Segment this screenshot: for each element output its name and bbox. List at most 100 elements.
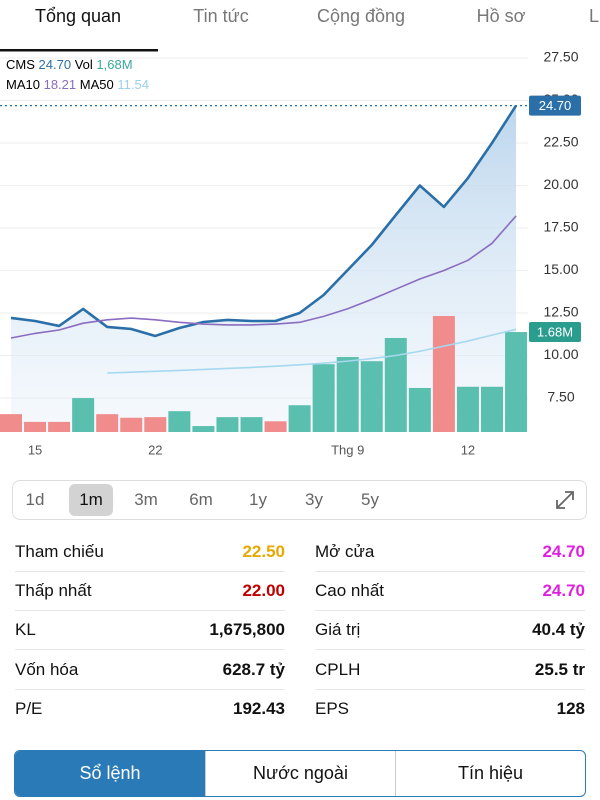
y-tick-label: 7.50 [547, 389, 574, 405]
range-button[interactable]: 6m [189, 490, 213, 509]
chart: 7.5010.0012.5015.0017.5020.0022.5025.002… [0, 49, 581, 457]
volume-bar [192, 426, 215, 432]
series-line [107, 328, 517, 374]
stat-row: P/E 192.43 [15, 689, 285, 728]
stat-row: Tham chiếu 22.50 [15, 532, 285, 572]
stat-label: CPLH [315, 659, 361, 679]
bottom-tabs: Sổ lệnh Nước ngoài Tín hiệu [14, 750, 586, 797]
stat-value: 192.43 [233, 698, 285, 718]
volume-bar [360, 361, 383, 432]
legend-name: MA50 [80, 77, 114, 92]
volume-tag-label: 1.68M [537, 324, 573, 339]
volume-bar [96, 414, 119, 432]
price-tag-label: 24.70 [539, 98, 572, 113]
stat-row: Cao nhất 24.70 [315, 571, 585, 612]
stat-label: Vốn hóa [15, 659, 79, 679]
stat-value: 22.00 [242, 581, 285, 601]
stat-label: Thấp nhất [15, 581, 92, 601]
expand-icon[interactable] [554, 489, 576, 511]
stat-row: Mở cửa 24.70 [315, 532, 585, 572]
range-button[interactable]: 3y [305, 490, 323, 509]
range-button[interactable]: 1d [25, 490, 45, 509]
stat-value: 22.50 [242, 542, 285, 561]
x-tick-label: 12 [461, 442, 475, 457]
stat-value: 24.70 [542, 581, 585, 601]
price-tag [529, 95, 581, 116]
bottom-tab[interactable]: Tín hiệu [395, 751, 585, 796]
x-tick-label: 22 [148, 442, 162, 457]
volume-tag [529, 322, 581, 343]
volume-bar [216, 417, 239, 432]
legend-row: MA10 18.21 MA50 11.54 [6, 77, 149, 92]
legend-value: 11.54 [117, 77, 149, 92]
range-button[interactable]: 1y [249, 490, 267, 509]
stat-value: 40.4 tỷ [532, 620, 585, 640]
tab[interactable]: Cộng đồng [316, 6, 406, 26]
range-button[interactable]: 1m [69, 484, 113, 516]
tab[interactable]: Tin tức [193, 6, 249, 26]
y-tick-label: 15.00 [543, 261, 578, 277]
volume-bar [408, 387, 431, 432]
active-tab-underline [0, 49, 158, 52]
stat-row: Vốn hóa 628.7 tỷ [15, 650, 285, 690]
bottom-tab[interactable]: Nước ngoài [205, 751, 395, 796]
volume-bar [72, 398, 95, 432]
stat-value: 25.5 tr [534, 659, 585, 679]
y-tick-label: 20.00 [543, 176, 578, 192]
volume-bar [481, 386, 503, 432]
y-tick-label: 12.50 [543, 304, 578, 320]
stat-label: Cao nhất [315, 581, 384, 601]
y-tick-label: 17.50 [543, 219, 578, 235]
range-button[interactable]: 3m [134, 490, 158, 509]
legend-name: MA10 [6, 77, 40, 92]
volume-bar [48, 421, 71, 432]
series-line [10, 104, 518, 338]
stat-row: CPLH 25.5 tr [315, 650, 585, 690]
legend-value: 1,68M [96, 57, 132, 72]
volume-bar [0, 414, 22, 432]
stat-row: EPS 128 [315, 689, 585, 728]
stat-label: P/E [15, 698, 43, 718]
tab[interactable]: L [588, 6, 600, 26]
volume-bar [384, 337, 407, 432]
stat-label: Mở cửa [315, 542, 375, 561]
series-line [10, 215, 517, 339]
stat-row: KL 1,675,800 [15, 610, 285, 651]
volume-bar [264, 421, 287, 432]
stat-label: KL [15, 620, 36, 640]
x-tick-label: Thg 9 [331, 442, 364, 457]
stat-value: 1,675,800 [209, 620, 285, 640]
tab[interactable]: Hồ sơ [476, 6, 526, 26]
volume-bar [312, 364, 335, 432]
legend-value: 18.21 [44, 77, 77, 92]
range-selector: 1d 1m 3m 6m 1y 3y 5y [12, 480, 587, 520]
stat-label: Giá trị [315, 620, 361, 640]
volume-bar [336, 357, 359, 432]
legend-name: CMS [6, 57, 35, 72]
legend-row: CMS 24.70 Vol 1,68M [6, 57, 133, 72]
tab[interactable]: Tổng quan [34, 6, 122, 26]
stat-row: Thấp nhất 22.00 [15, 571, 285, 612]
volume-bar [505, 332, 528, 432]
y-tick-label: 10.00 [543, 346, 578, 362]
volume-bar [120, 417, 143, 432]
volume-bar [456, 386, 479, 432]
bottom-tab[interactable]: Sổ lệnh [15, 751, 205, 796]
legend-name: Vol [75, 57, 93, 72]
volume-bar [24, 421, 47, 432]
range-button[interactable]: 5y [361, 490, 379, 509]
y-tick-label: 27.50 [543, 49, 578, 65]
stat-value: 128 [556, 698, 585, 718]
volume-bar [144, 417, 167, 432]
stat-label: Tham chiếu [15, 542, 104, 561]
volume-bar [240, 417, 263, 432]
x-tick-label: 15 [28, 442, 42, 457]
stat-row: Giá trị 40.4 tỷ [315, 610, 585, 651]
legend-value: 24.70 [39, 57, 72, 72]
stat-label: EPS [315, 698, 350, 718]
stat-value: 628.7 tỷ [222, 659, 285, 679]
volume-bar [432, 315, 455, 432]
volume-bar [288, 405, 311, 432]
stat-value: 24.70 [542, 542, 585, 561]
